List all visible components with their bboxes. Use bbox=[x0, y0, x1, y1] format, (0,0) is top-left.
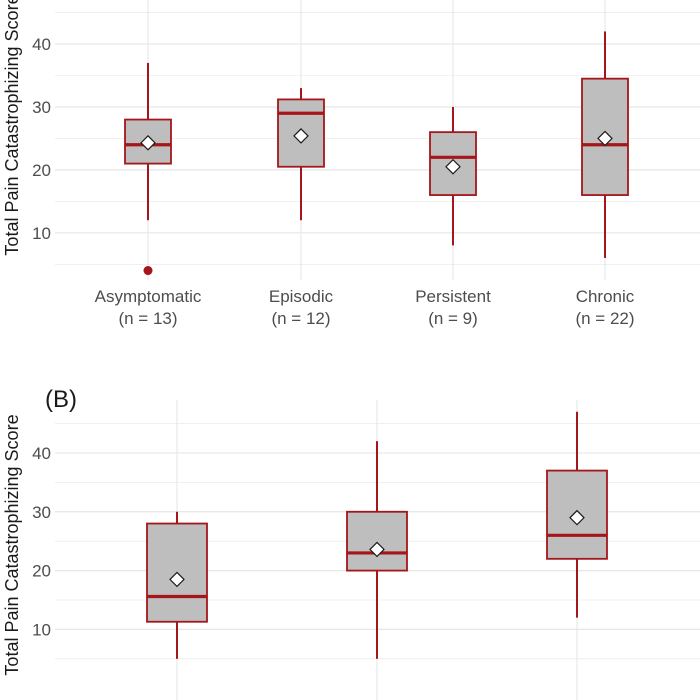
y-axis-label: Total Pain Catastrophizing Score bbox=[2, 414, 22, 675]
mean-marker bbox=[293, 128, 309, 144]
y-tick-label: 10 bbox=[32, 620, 51, 639]
box-group bbox=[429, 106, 477, 246]
panel-b: 10 20 30 40 Total Pain Catastrophizing Score… bbox=[2, 386, 700, 700]
box-group bbox=[581, 31, 629, 258]
category-n-label: (n = 12) bbox=[271, 309, 330, 328]
box bbox=[346, 510, 408, 572]
panel-label: (B) bbox=[45, 386, 77, 413]
y-tick-label: 40 bbox=[32, 35, 51, 54]
box-group bbox=[146, 511, 208, 659]
mean-marker bbox=[597, 130, 613, 147]
category-label: Asymptomatic bbox=[95, 287, 202, 306]
box-group bbox=[346, 441, 408, 659]
y-tick-label: 40 bbox=[32, 444, 51, 463]
mean-marker bbox=[569, 509, 585, 526]
y-tick-label: 10 bbox=[32, 224, 51, 243]
mean-marker bbox=[140, 134, 156, 151]
y-tick-label: 20 bbox=[32, 161, 51, 180]
category-label: Chronic bbox=[576, 287, 635, 306]
mean-marker bbox=[169, 571, 185, 588]
box-group bbox=[124, 62, 172, 276]
y-tick-label: 20 bbox=[32, 562, 51, 581]
y-axis-label: Total Pain Catastrophizing Score bbox=[2, 0, 22, 256]
category-n-label: (n = 13) bbox=[118, 309, 177, 328]
box-group bbox=[546, 411, 608, 618]
mean-marker bbox=[445, 158, 461, 175]
y-tick-label: 30 bbox=[32, 503, 51, 522]
mean-marker bbox=[369, 541, 385, 558]
box-group bbox=[277, 88, 325, 221]
outlier-point bbox=[143, 266, 153, 276]
y-tick-label: 30 bbox=[32, 98, 51, 117]
panel-a: 10 20 30 40 Total Pain Catastrophizing Score… bbox=[2, 0, 700, 328]
category-label: Persistent bbox=[415, 287, 491, 306]
category-label: Episodic bbox=[269, 287, 334, 306]
category-n-label: (n = 9) bbox=[428, 309, 478, 328]
category-n-label: (n = 22) bbox=[575, 309, 634, 328]
